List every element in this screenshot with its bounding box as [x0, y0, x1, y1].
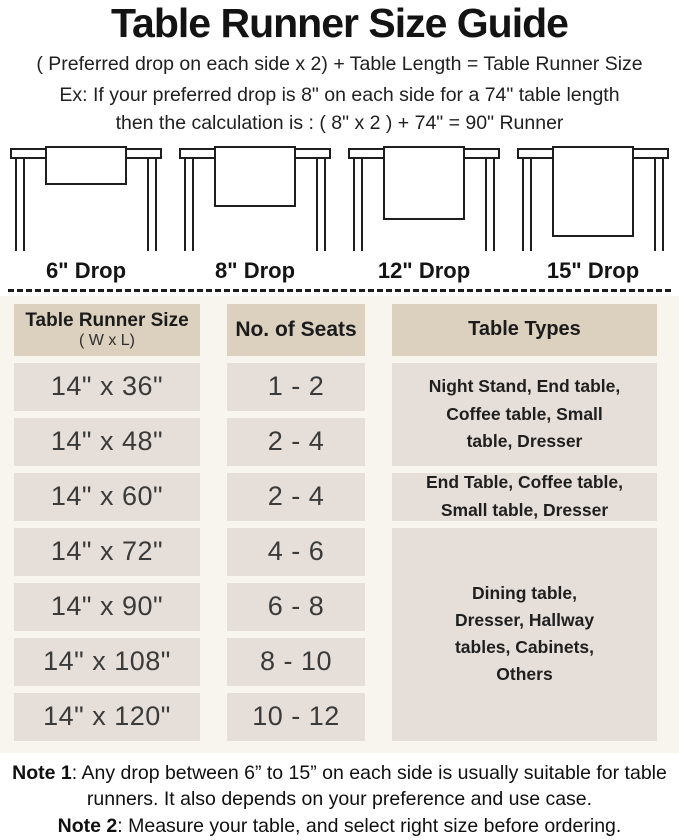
note-1-label: Note 1 [12, 761, 72, 784]
table-leg-left [353, 157, 363, 251]
formula-line-2: Ex: If your preferred drop is 8" on each… [59, 83, 620, 106]
header-table-types: Table Types [392, 303, 657, 356]
header-runner-size-sub: ( W x L) [79, 331, 135, 349]
notes: Note 1: Any drop between 6” to 15” on ea… [0, 760, 679, 840]
types-cell-group-2: End Table, Coffee table, Small table, Dr… [392, 472, 657, 521]
table-leg-right [147, 157, 157, 251]
drop-label: 15" Drop [546, 257, 640, 283]
table-leg-left [522, 157, 532, 251]
seats-cell: 2 - 4 [227, 472, 365, 521]
dashed-divider [8, 288, 671, 292]
note-2: Note 2: Measure your table, and select r… [6, 813, 673, 840]
size-guide-table: Table Runner Size ( W x L) No. of Seats … [14, 303, 667, 741]
types-text: End Table, Coffee table, Small table, Dr… [425, 472, 624, 520]
size-cell: 14" x 36" [14, 362, 200, 411]
types-cell-group-1: Night Stand, End table, Coffee table, Sm… [392, 362, 657, 466]
table-leg-right [654, 157, 664, 251]
size-cell: 14" x 48" [14, 417, 200, 466]
table-figure-12-drop: 12" Drop [348, 145, 500, 284]
types-text: Night Stand, End table, Coffee table, Sm… [428, 376, 621, 451]
size-cell: 14" x 120" [14, 692, 200, 741]
header-runner-size: Table Runner Size ( W x L) [14, 303, 200, 356]
header-seats: No. of Seats [227, 303, 365, 356]
runner-shape [45, 145, 127, 185]
note-2-label: Note 2 [57, 815, 118, 837]
table-figure-15-drop: 15" Drop [517, 145, 669, 284]
table-diagram [179, 145, 331, 251]
table-leg-right [316, 157, 326, 251]
page-title: Table Runner Size Guide [111, 0, 569, 46]
runner-shape [383, 145, 465, 220]
table-diagram [517, 145, 669, 251]
table-leg-left [184, 157, 194, 251]
drop-label: 6" Drop [45, 257, 127, 283]
header-runner-size-title: Table Runner Size [25, 309, 189, 331]
size-cell: 14" x 72" [14, 527, 200, 576]
runner-shape [214, 145, 296, 207]
seats-cell: 8 - 10 [227, 637, 365, 686]
formula-line-1: ( Preferred drop on each side x 2) + Tab… [36, 53, 643, 76]
table-figure-6-drop: 6" Drop [10, 145, 162, 284]
runner-shape [552, 145, 634, 237]
size-cell: 14" x 90" [14, 582, 200, 631]
seats-cell: 1 - 2 [227, 362, 365, 411]
size-cell: 14" x 60" [14, 472, 200, 521]
seats-cell: 6 - 8 [227, 582, 365, 631]
header: Table Runner Size Guide ( Preferred drop… [0, 0, 679, 134]
note-1: Note 1: Any drop between 6” to 15” on ea… [6, 760, 673, 813]
seats-cell: 2 - 4 [227, 417, 365, 466]
types-text: Dining table, Dresser, Hallway tables, C… [454, 582, 595, 685]
seats-cell: 4 - 6 [227, 527, 365, 576]
note-1-text: : Any drop between 6” to 15” on each sid… [71, 761, 667, 811]
types-cell-group-3: Dining table, Dresser, Hallway tables, C… [392, 527, 657, 741]
drop-figures-row: 6" Drop 8" Drop 12" Drop 15" Drop [0, 145, 679, 284]
size-cell: 14" x 108" [14, 637, 200, 686]
drop-label: 8" Drop [214, 257, 296, 283]
formula-line-3: then the calculation is : ( 8" x 2 ) + 7… [115, 112, 564, 135]
table-diagram [10, 145, 162, 251]
size-guide-section: Table Runner Size ( W x L) No. of Seats … [0, 295, 679, 753]
table-leg-right [485, 157, 495, 251]
table-figure-8-drop: 8" Drop [179, 145, 331, 284]
table-leg-left [15, 157, 25, 251]
table-diagram [348, 145, 500, 251]
seats-cell: 10 - 12 [227, 692, 365, 741]
drop-label: 12" Drop [377, 257, 471, 283]
note-2-text: : Measure your table, and select right s… [117, 815, 622, 837]
